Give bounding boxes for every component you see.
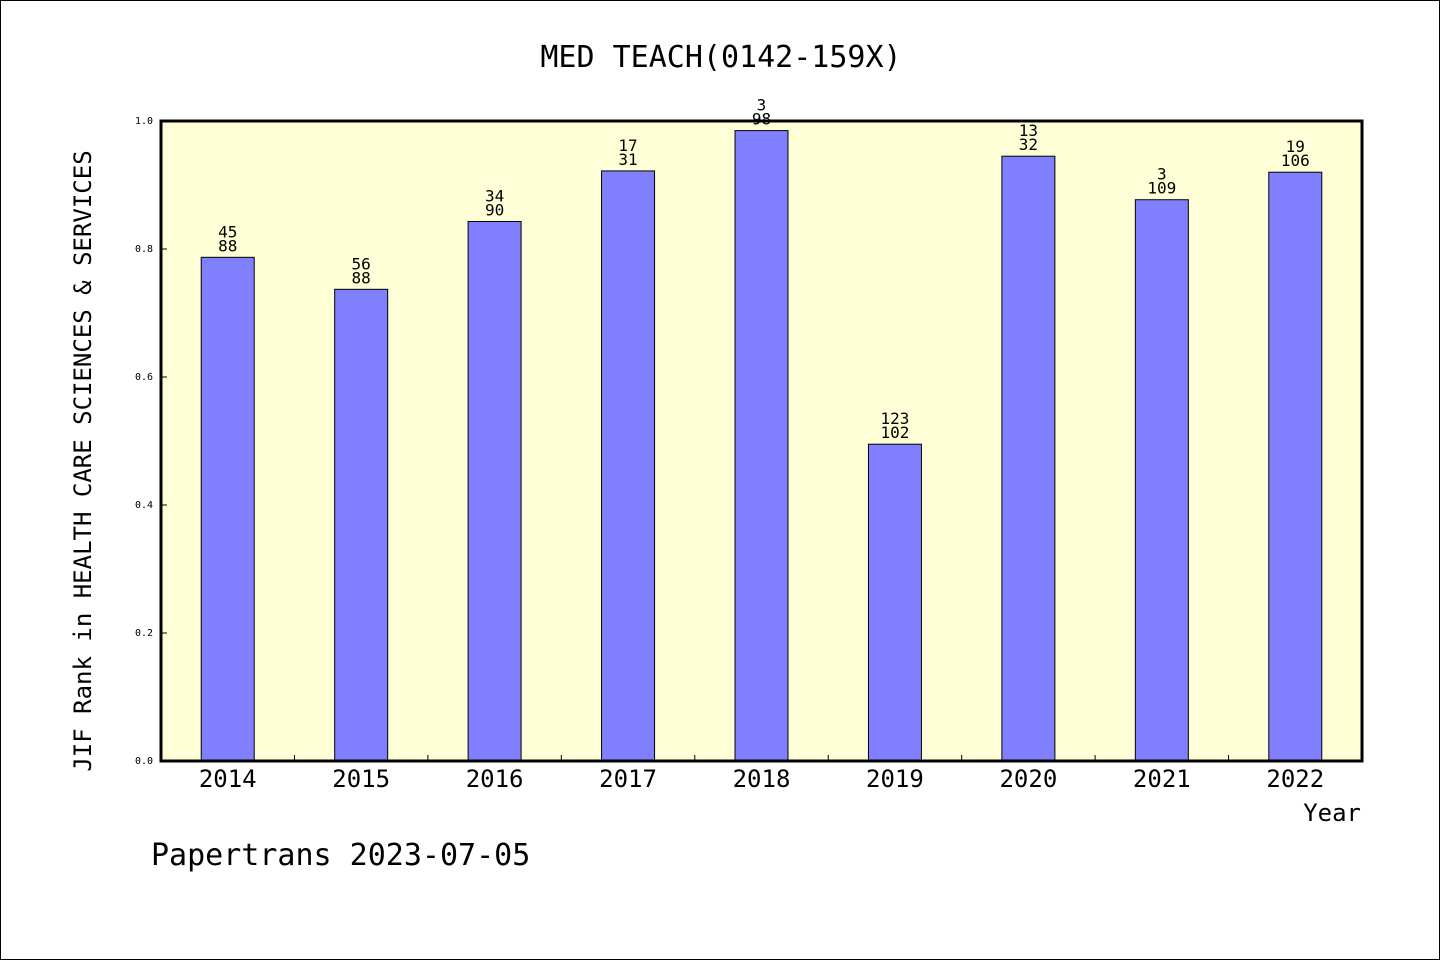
x-tick-label: 2022 bbox=[1266, 765, 1324, 793]
x-tick-label: 2020 bbox=[999, 765, 1057, 793]
data-label-bottom: 88 bbox=[352, 268, 371, 287]
plot-border bbox=[159, 119, 1364, 763]
data-label-bottom: 98 bbox=[752, 110, 771, 129]
bar-2017 bbox=[601, 170, 656, 762]
x-tick-label: 2019 bbox=[866, 765, 924, 793]
data-label-bottom: 32 bbox=[1019, 135, 1038, 154]
x-axis: 2014 2015 2016 2017 2018 2019 2020 2021 2022 bbox=[199, 755, 1324, 793]
data-label-top: 56 bbox=[352, 254, 371, 273]
bar-2022 bbox=[1268, 171, 1323, 762]
data-label-bottom: 109 bbox=[1147, 179, 1176, 198]
bar-2021 bbox=[1134, 199, 1189, 762]
data-label-top: 123 bbox=[880, 409, 909, 428]
data-label-top: 34 bbox=[485, 186, 504, 205]
data-label-top: 3 bbox=[757, 96, 767, 115]
data-label-bottom: 90 bbox=[485, 200, 504, 219]
bar-2020 bbox=[1001, 155, 1056, 762]
y-tick-label: 1.0 bbox=[135, 116, 153, 127]
x-tick-label: 2016 bbox=[466, 765, 524, 793]
x-tick-label: 2017 bbox=[599, 765, 657, 793]
bar-2015 bbox=[334, 288, 389, 762]
x-tick-label: 2015 bbox=[332, 765, 390, 793]
bar-2016 bbox=[467, 220, 522, 762]
footer-credit: Papertrans 2023-07-05 bbox=[151, 838, 530, 873]
x-axis-label: Year bbox=[1303, 799, 1361, 827]
data-label-bottom: 106 bbox=[1281, 151, 1310, 170]
data-label-bottom: 31 bbox=[618, 150, 637, 169]
bar-2014 bbox=[200, 256, 255, 762]
data-label-top: 17 bbox=[618, 136, 637, 155]
y-axis-label: JIF Rank in HEALTH CARE SCIENCES & SERVI… bbox=[69, 150, 97, 771]
chart-title: MED TEACH(0142-159X) bbox=[540, 40, 901, 75]
y-tick-label: 0.8 bbox=[135, 244, 153, 255]
data-label-top: 45 bbox=[218, 222, 237, 241]
data-label-top: 13 bbox=[1019, 121, 1038, 140]
x-tick-label: 2021 bbox=[1133, 765, 1191, 793]
y-tick-label: 0.6 bbox=[135, 372, 153, 383]
data-label-bottom: 102 bbox=[880, 423, 909, 442]
bar-2018 bbox=[734, 130, 789, 762]
data-label-top: 3 bbox=[1157, 165, 1167, 184]
data-label-top: 19 bbox=[1286, 137, 1305, 156]
x-tick-label: 2018 bbox=[733, 765, 791, 793]
y-tick-label: 0.2 bbox=[135, 628, 153, 639]
y-tick-label: 0.0 bbox=[135, 756, 153, 767]
x-tick-label: 2014 bbox=[199, 765, 257, 793]
y-tick-label: 0.4 bbox=[135, 500, 153, 511]
data-label-bottom: 88 bbox=[218, 236, 237, 255]
bar-2019 bbox=[867, 443, 922, 762]
